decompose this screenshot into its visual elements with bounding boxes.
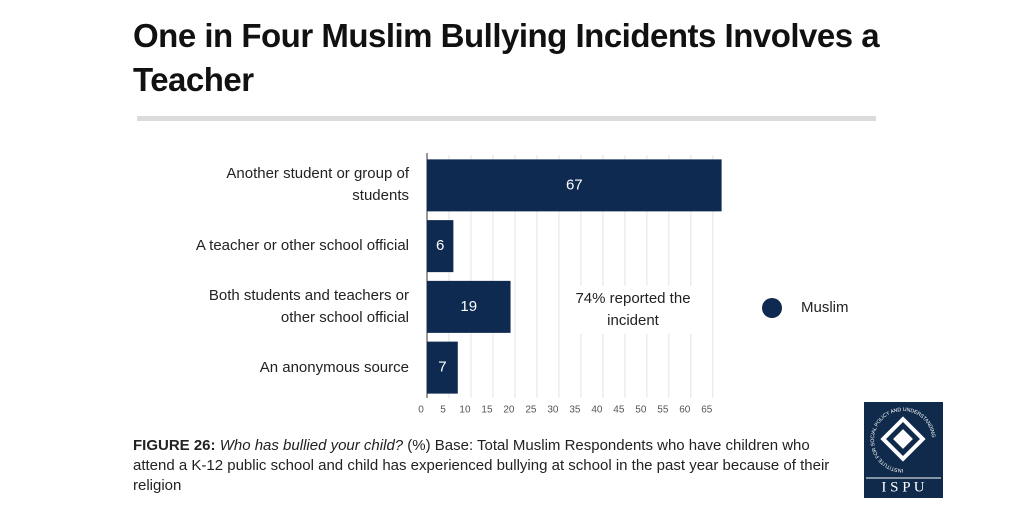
category-label: A teacher or other school official [195,237,409,255]
x-tick-label: 0 [418,405,424,416]
logo-diamond [880,416,926,462]
x-tick-label: 30 [547,405,559,416]
logo-diamond-inner [893,429,913,449]
chart-title: One in Four Muslim Bullying Incidents In… [133,17,880,98]
x-tick-label: 25 [525,405,537,416]
x-tick-label: 20 [503,405,515,416]
x-tick-label: 50 [635,405,647,416]
value-label: 7 [438,359,446,376]
x-tick-label: 60 [679,405,691,416]
x-tick-label: 65 [701,405,713,416]
x-tick-label: 40 [591,405,603,416]
logo: INSTITUTE FOR SOCIAL POLICY AND UNDERSTA… [864,402,943,498]
x-tick-label: 45 [613,405,625,416]
logo-name: I S P U [881,479,924,495]
value-label: 19 [460,298,477,315]
x-tick-label: 55 [657,405,669,416]
bar [427,280,511,333]
x-tick-label: 15 [481,405,493,416]
x-tick-label: 35 [569,405,581,416]
x-tick-label: 10 [459,405,471,416]
value-label: 6 [436,237,444,254]
annotation: 74% reported the incident [567,286,699,334]
bar [427,341,458,394]
caption-question: Who has bullied your child? [219,437,404,454]
bar [427,159,722,212]
value-label: 67 [566,176,583,193]
legend-swatch [762,298,782,318]
category-label: Both students and teachers or other scho… [208,286,409,326]
legend-label: Muslim [801,299,849,316]
caption: FIGURE 26: Who has bullied your child? (… [133,436,833,496]
caption-label: FIGURE 26: [133,437,216,454]
category-label: Another student or group of students [226,165,409,205]
bar [427,220,454,273]
category-label: An anonymous source [259,358,409,376]
title-rule [137,116,876,121]
caption-text: (%) Base: Total Muslim Respondents who h… [133,437,830,494]
x-tick-label: 5 [440,405,446,416]
